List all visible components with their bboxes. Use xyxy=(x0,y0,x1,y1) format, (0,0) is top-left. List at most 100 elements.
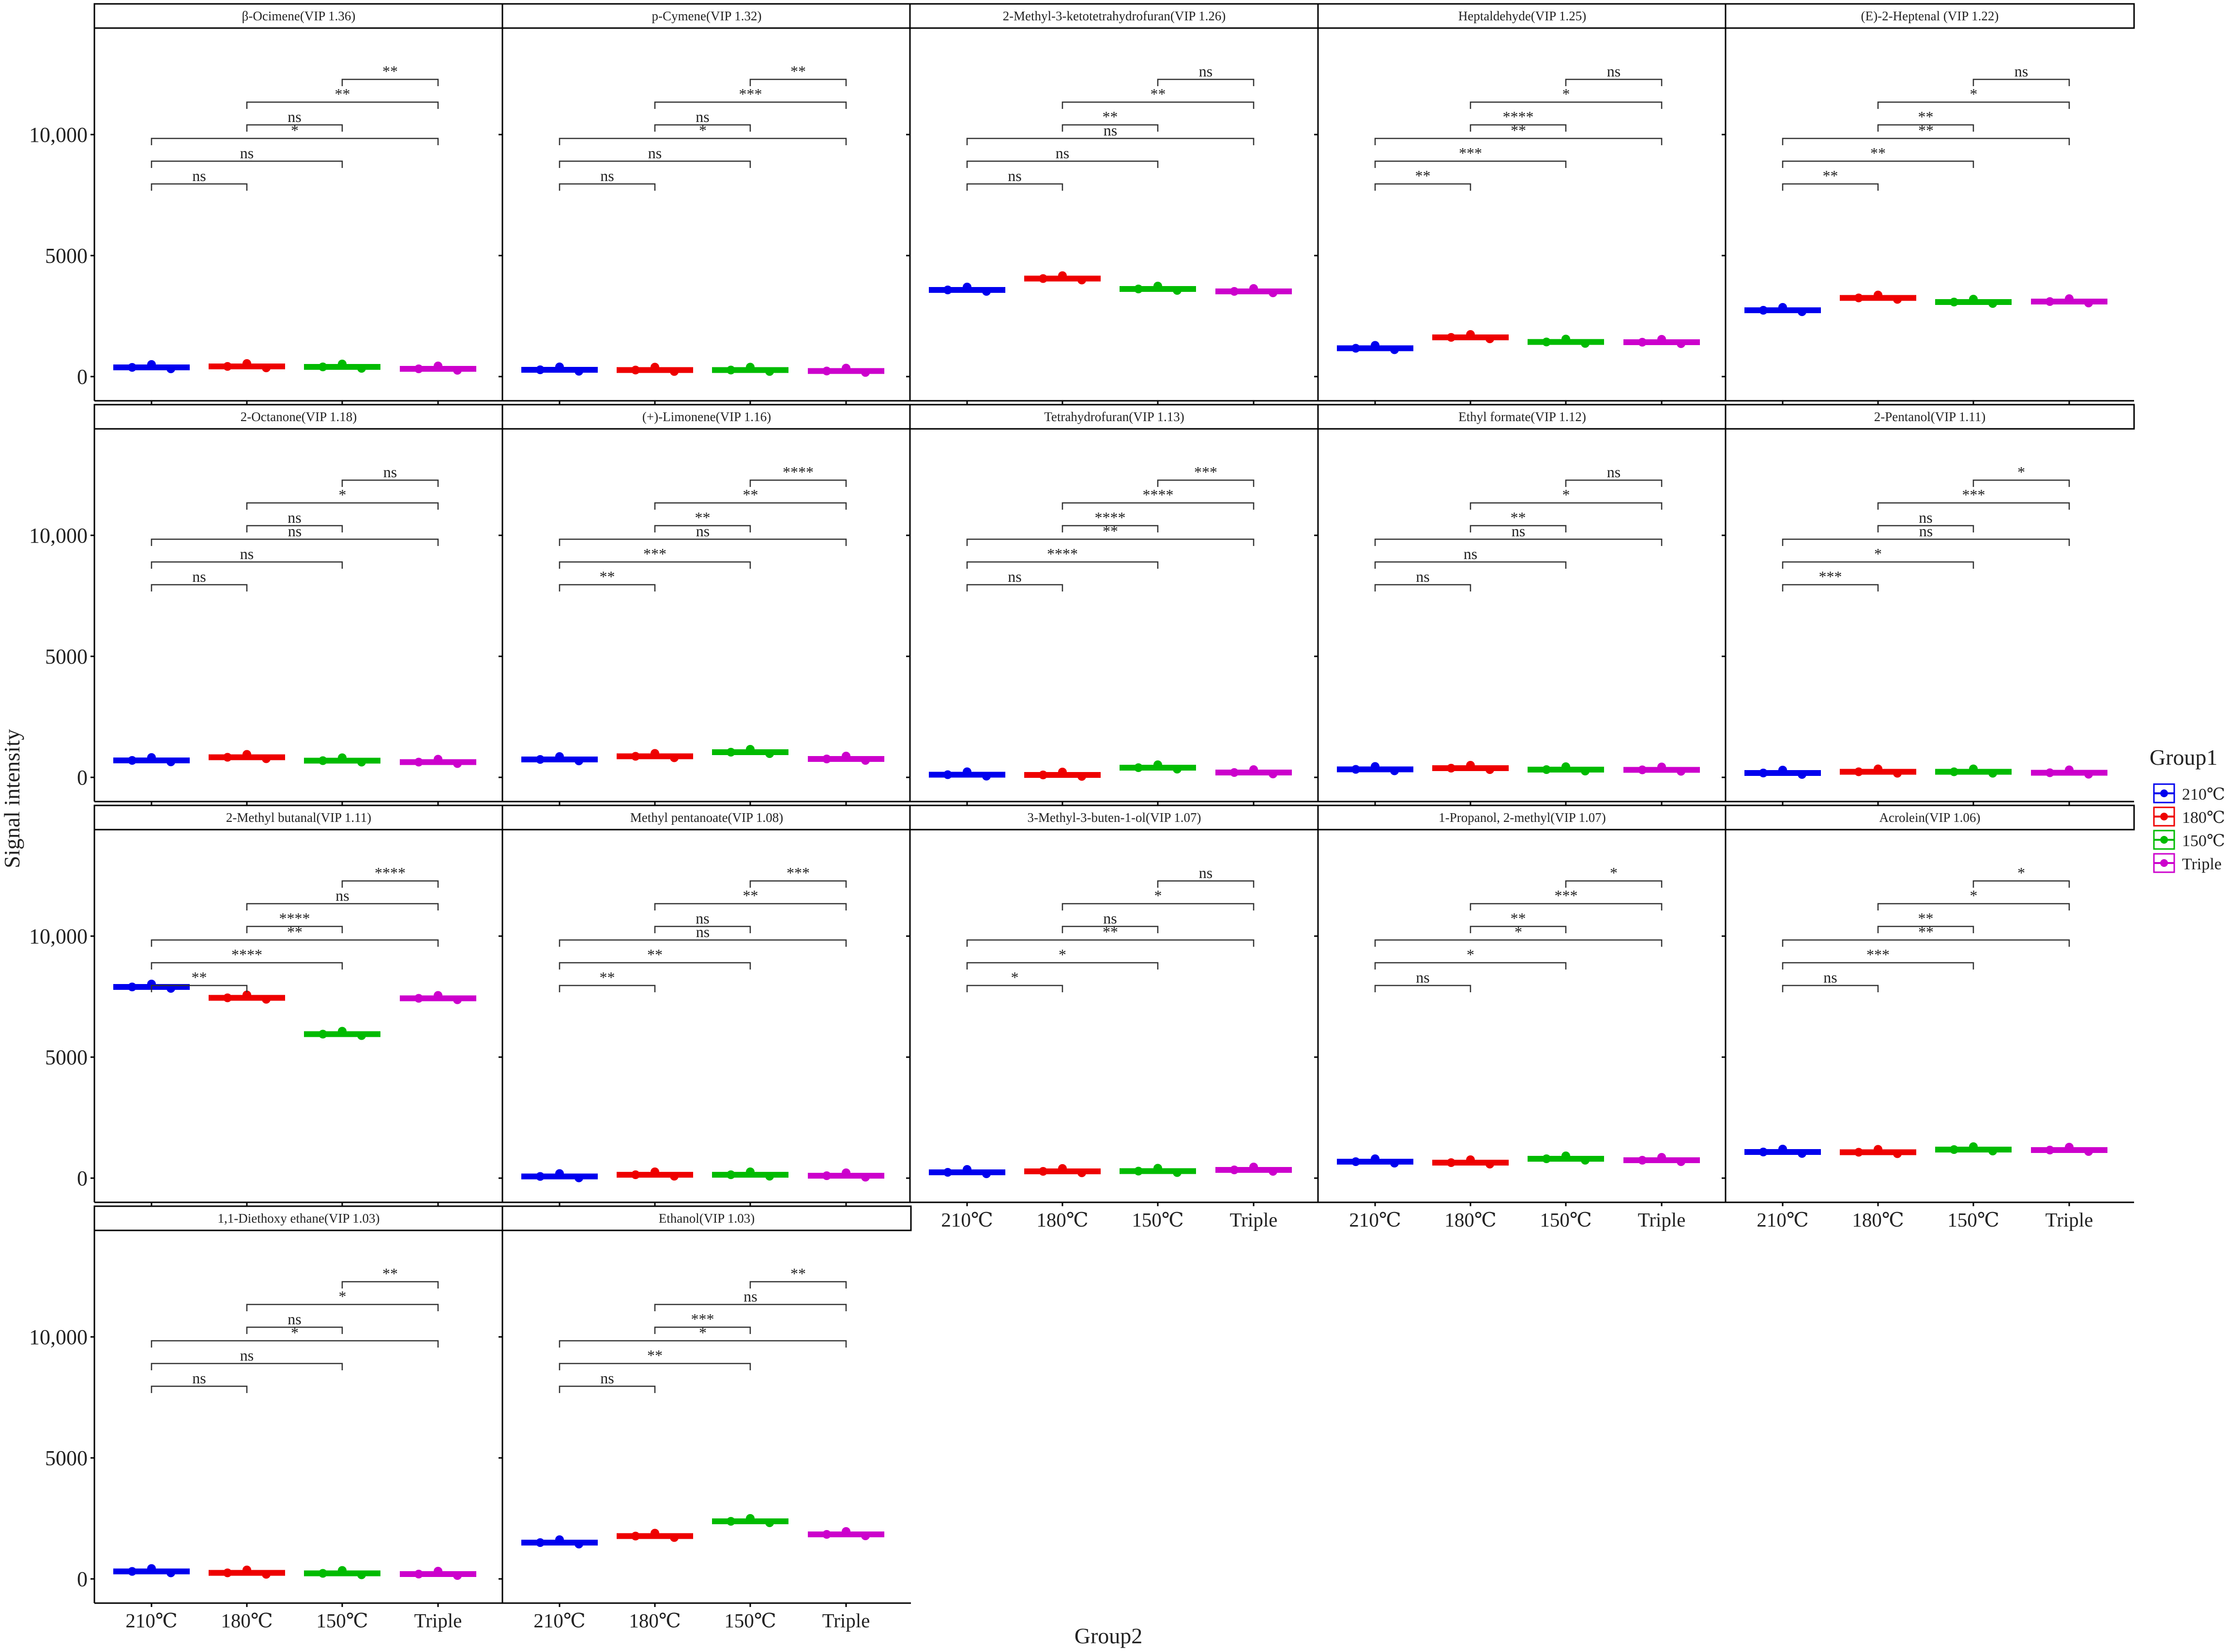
sig-bracket xyxy=(341,78,439,86)
facet-title: 2-Methyl-3-ketotetrahydrofuran(VIP 1.26) xyxy=(1003,9,1226,23)
data-point xyxy=(822,1171,831,1180)
data-point xyxy=(1950,298,1958,306)
data-point xyxy=(651,749,659,758)
data-point xyxy=(242,750,251,759)
data-point xyxy=(147,753,156,762)
sig-bracket xyxy=(559,985,656,992)
sig-label: ns xyxy=(1607,62,1621,80)
data-point xyxy=(262,1570,271,1579)
sig-bracket xyxy=(246,925,343,933)
data-point xyxy=(536,365,545,374)
y-tick-label: 10,000 xyxy=(29,1325,88,1349)
sig-label: ns xyxy=(696,108,709,125)
data-point xyxy=(1542,765,1551,774)
sig-bracket xyxy=(749,78,847,86)
data-point xyxy=(1269,770,1277,778)
sig-label: * xyxy=(1515,923,1522,940)
sig-label: *** xyxy=(1194,463,1217,481)
data-point xyxy=(1249,284,1258,293)
y-tick-label: 0 xyxy=(77,1567,88,1591)
sig-label: ** xyxy=(1151,85,1166,103)
sig-bracket xyxy=(1877,925,1974,933)
data-point xyxy=(1798,770,1806,779)
sig-label: ** xyxy=(743,887,758,904)
sig-label: ** xyxy=(743,486,758,503)
facet-strip xyxy=(1725,3,2135,29)
sig-label: ns xyxy=(2015,62,2028,80)
sig-label: ns xyxy=(335,887,349,904)
sig-bracket xyxy=(151,561,343,569)
data-point xyxy=(1677,1157,1685,1166)
sig-bracket xyxy=(1877,124,1974,132)
data-point xyxy=(1969,764,1978,773)
data-point xyxy=(1390,766,1399,775)
sig-label: ** xyxy=(1870,144,1886,162)
data-point xyxy=(1581,339,1590,348)
data-point xyxy=(1874,290,1882,300)
sig-bracket xyxy=(246,502,439,510)
data-point xyxy=(434,362,442,370)
data-point xyxy=(262,995,271,1004)
data-point xyxy=(727,748,735,757)
facet-strip xyxy=(501,1205,912,1231)
data-point xyxy=(1798,307,1806,316)
data-point xyxy=(536,755,545,764)
sig-bracket xyxy=(151,962,343,970)
data-point xyxy=(2084,299,2093,307)
sig-label: ** xyxy=(382,62,398,80)
data-point xyxy=(651,363,659,372)
y-tick-label: 5000 xyxy=(45,1046,88,1069)
sig-bracket xyxy=(559,939,847,947)
data-point xyxy=(1893,1149,1902,1158)
sig-label: * xyxy=(2017,864,2025,881)
legend-label: 180℃ xyxy=(2182,809,2225,827)
sig-label: * xyxy=(1562,486,1570,503)
sig-label: ** xyxy=(600,969,615,986)
sig-label: ** xyxy=(647,946,663,963)
data-point xyxy=(1466,1155,1475,1164)
sig-label: * xyxy=(1970,85,1978,103)
data-point xyxy=(1677,339,1685,348)
sig-label: ** xyxy=(1511,909,1526,927)
y-tick-label: 0 xyxy=(77,365,88,389)
sig-label: **** xyxy=(1143,486,1174,503)
sig-label: ** xyxy=(600,568,615,585)
data-point xyxy=(357,1570,366,1579)
data-point xyxy=(167,984,175,993)
data-point xyxy=(631,1531,640,1541)
sig-bracket xyxy=(559,183,656,191)
facet-title: 1-Propanol, 2-methyl(VIP 1.07) xyxy=(1439,810,1606,825)
sig-bracket xyxy=(1470,903,1663,910)
facet-strip xyxy=(93,3,504,29)
sig-bracket xyxy=(1470,925,1567,933)
y-tick-label: 10,000 xyxy=(29,524,88,547)
data-point xyxy=(1371,341,1379,350)
data-point xyxy=(982,287,991,296)
sig-bracket xyxy=(1374,538,1663,546)
data-point xyxy=(631,752,640,761)
facet-strip xyxy=(93,804,504,831)
data-point xyxy=(651,1529,659,1538)
sig-bracket xyxy=(559,561,751,569)
x-tick-label: Triple xyxy=(2045,1209,2093,1231)
sig-label: ns xyxy=(1199,864,1212,881)
data-point xyxy=(1988,769,1997,778)
sig-label: * xyxy=(1467,946,1474,963)
data-point xyxy=(2065,294,2074,303)
data-point xyxy=(1657,335,1666,344)
x-tick-label: 150℃ xyxy=(1132,1209,1183,1231)
sig-bracket xyxy=(1877,101,2070,109)
data-point xyxy=(1466,761,1475,770)
sig-label: * xyxy=(339,486,347,503)
data-point xyxy=(434,1567,442,1576)
sig-label: ns xyxy=(383,463,397,481)
sig-label: ns xyxy=(1199,62,1212,80)
sig-label: ** xyxy=(790,1265,806,1282)
data-point xyxy=(357,1031,366,1040)
sig-bracket xyxy=(246,903,439,910)
sig-bracket xyxy=(559,1385,656,1393)
sig-bracket xyxy=(1972,880,2070,888)
facet-title: 2-Pentanol(VIP 1.11) xyxy=(1874,409,1985,424)
